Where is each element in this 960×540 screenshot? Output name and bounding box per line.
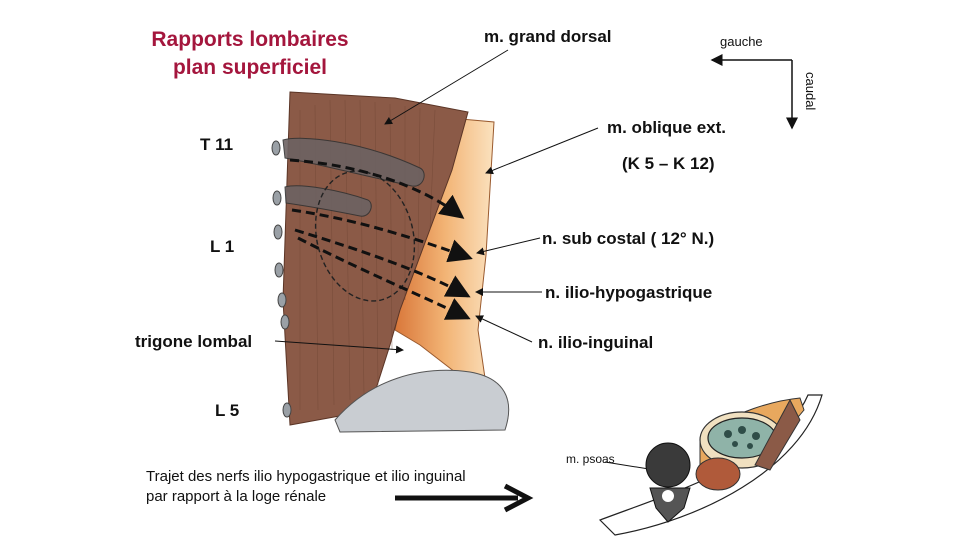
leader-sub-costal xyxy=(476,237,541,256)
cross-section-inset xyxy=(598,394,823,536)
leader-ilio-inguinal xyxy=(475,315,533,343)
caption-line-1: Trajet des nerfs ilio hypogastrique et i… xyxy=(146,468,466,485)
caption-line-2: par rapport à la loge rénale xyxy=(146,488,327,505)
label-oblique-ext: m. oblique ext. xyxy=(607,118,727,137)
orientation-down-label: caudal xyxy=(803,72,818,111)
label-ilio-inguinal: n. ilio-inguinal xyxy=(538,333,654,352)
label-grand-dorsal: m. grand dorsal xyxy=(484,27,612,46)
iliac-bone xyxy=(334,369,510,433)
caption-arrow xyxy=(395,483,534,513)
label-oblique-range: (K 5 – K 12) xyxy=(622,154,715,173)
leader-oblique xyxy=(485,127,599,175)
label-ilio-hypogastrique: n. ilio-hypogastrique xyxy=(545,283,713,302)
vertebra-l5-label: L 5 xyxy=(215,401,240,420)
title-line-1: Rapports lombaires xyxy=(151,28,349,51)
leader-trigone xyxy=(274,340,404,354)
nerve-ilio-hypogastrique-path xyxy=(291,208,473,263)
vertebra-t11-label: T 11 xyxy=(200,135,234,154)
nerve-ilio-inguinal-path-b xyxy=(297,236,471,320)
vertebra-l1-label: L 1 xyxy=(210,237,235,256)
title-line-2: plan superficiel xyxy=(172,56,328,79)
nerve-sub-costal-path xyxy=(289,158,465,219)
rib-11 xyxy=(282,137,425,187)
label-trigone-lombal: trigone lombal xyxy=(135,332,253,351)
label-sub-costal: n. sub costal ( 12° N.) xyxy=(542,229,715,248)
page-title: Rapports lombaires plan superficiel xyxy=(110,26,390,82)
label-psoas: m. psoas xyxy=(566,452,615,466)
leader-grand-dorsal xyxy=(384,49,509,125)
orientation-left-label: gauche xyxy=(720,34,763,49)
rib-12 xyxy=(284,185,372,217)
